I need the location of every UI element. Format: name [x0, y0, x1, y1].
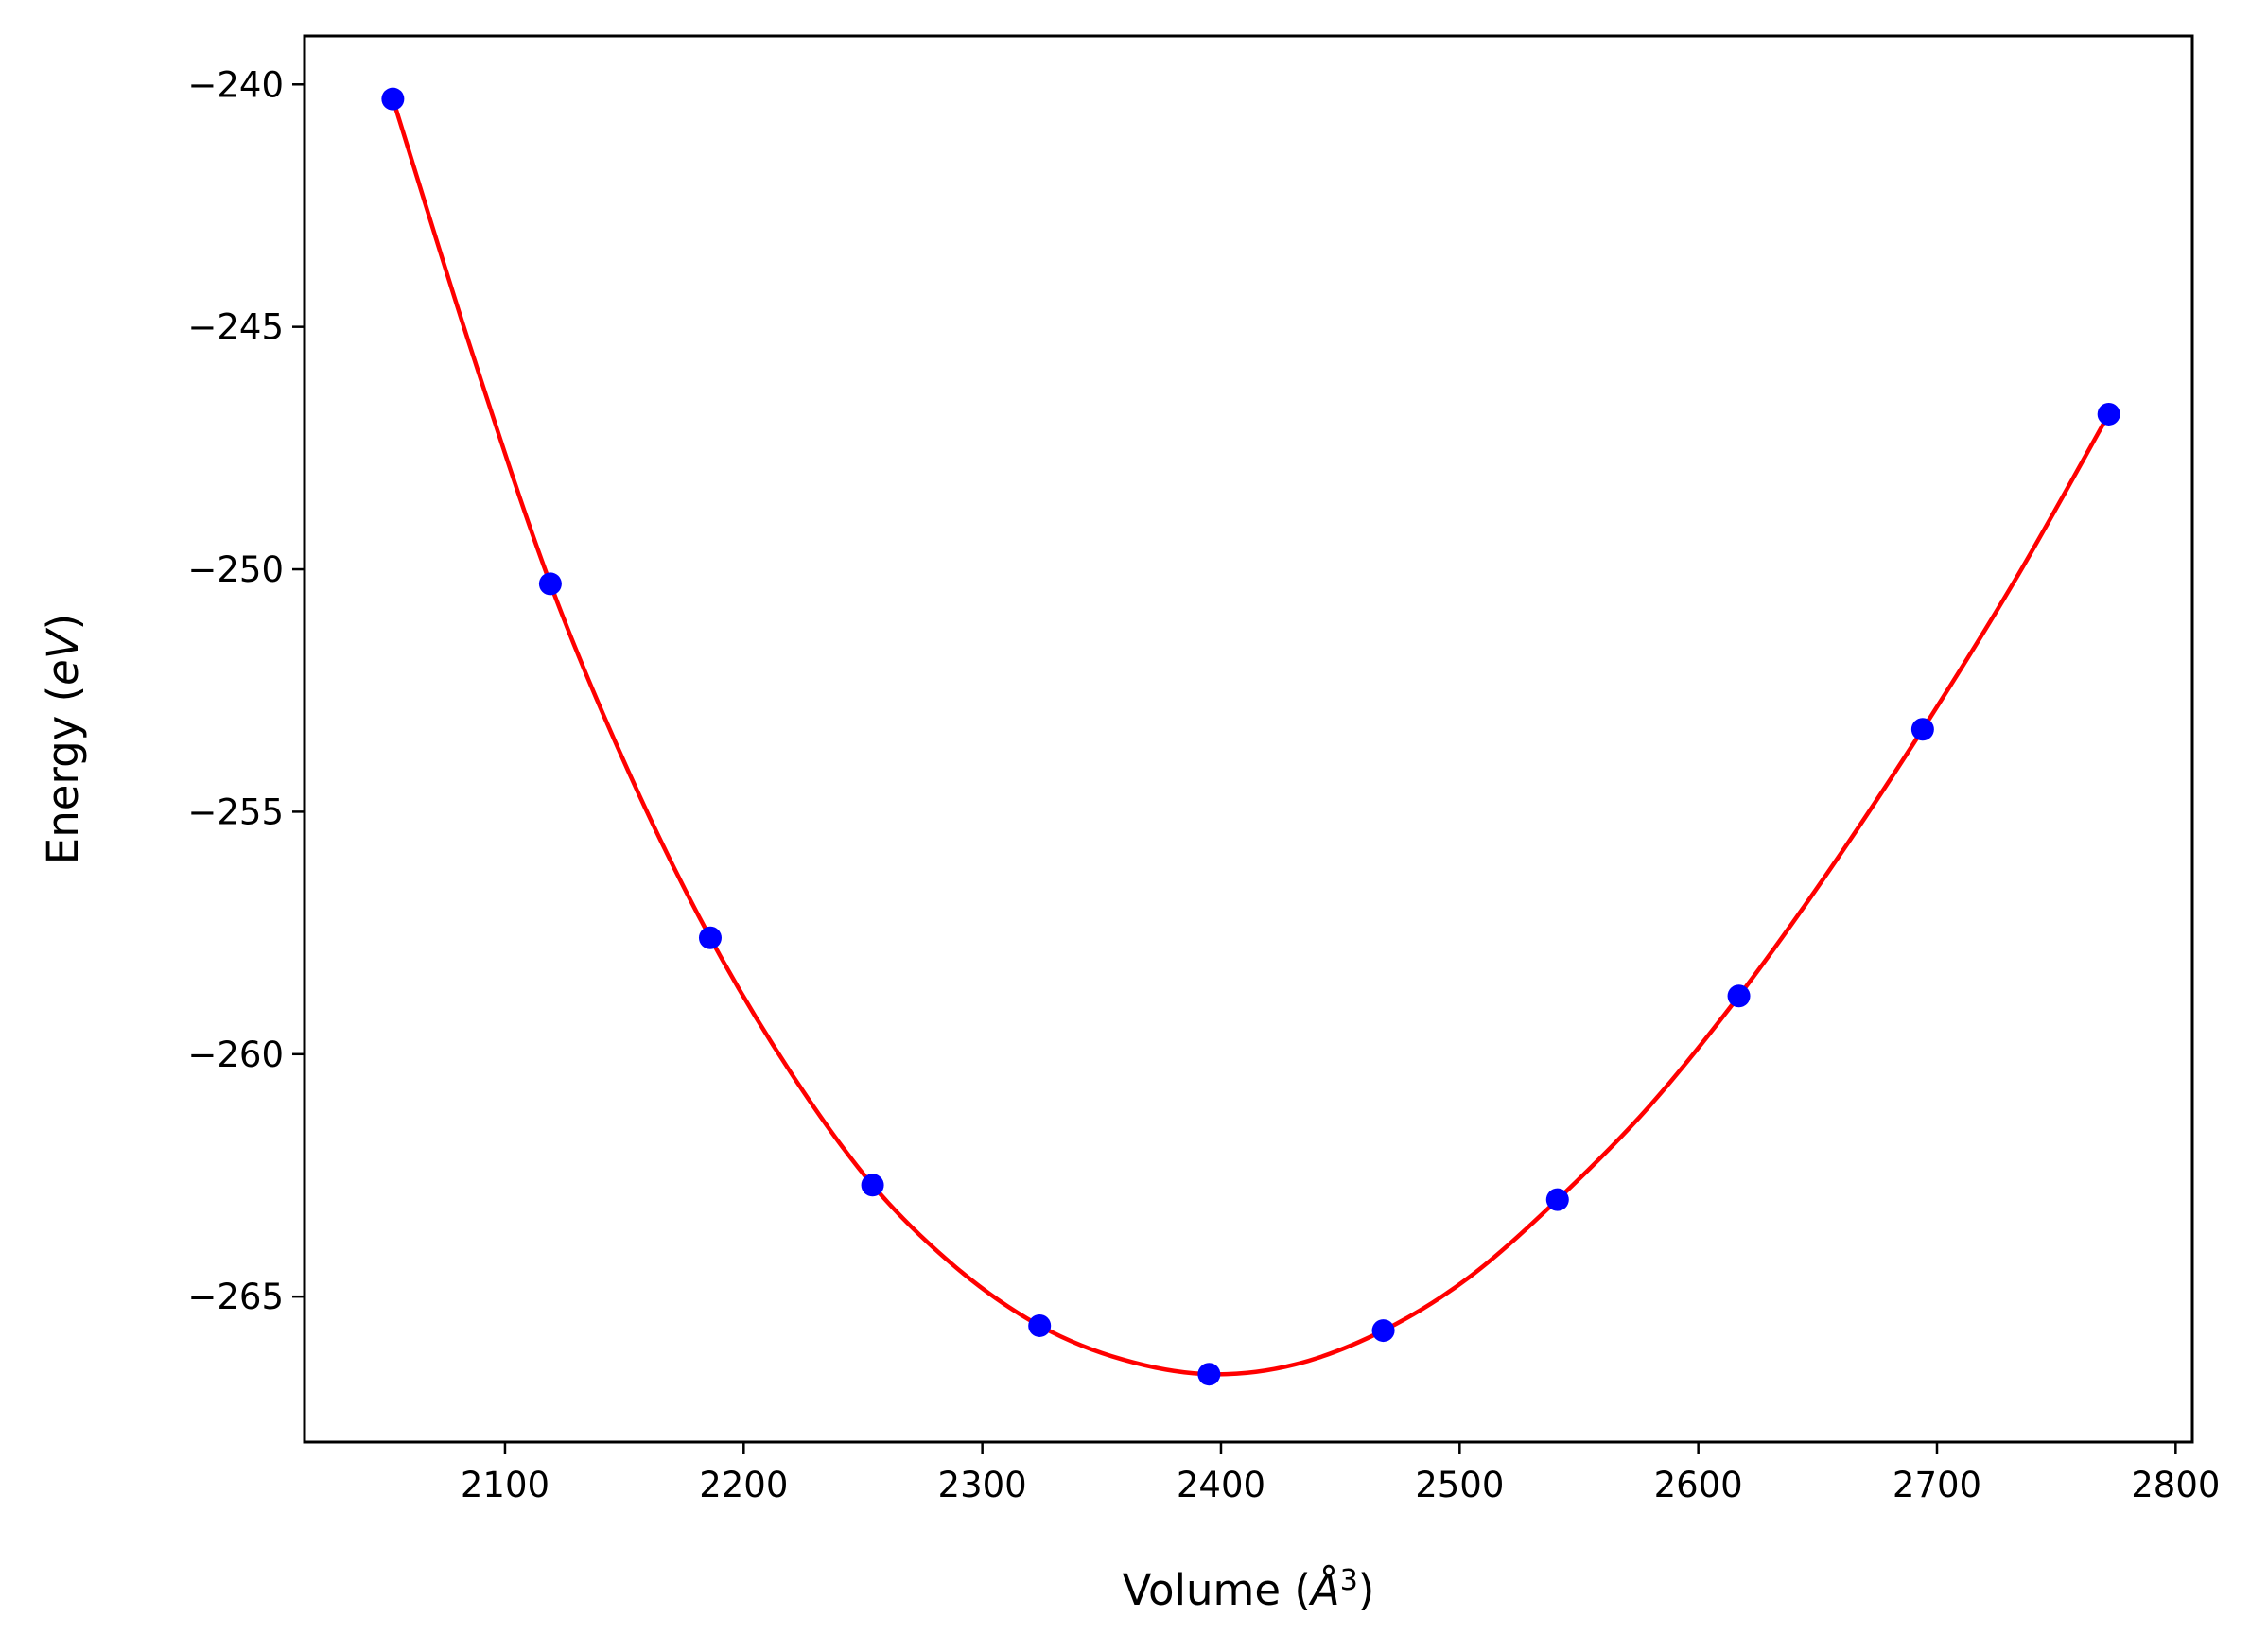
- y-axis-ticks: −240 −245 −250 −255 −260 −265: [187, 64, 305, 1317]
- x-tick-label: 2500: [1415, 1465, 1504, 1505]
- data-point: [861, 1174, 884, 1197]
- x-tick-label: 2100: [461, 1465, 550, 1505]
- y-tick-label: −250: [187, 549, 284, 590]
- plot-area: [381, 87, 2120, 1386]
- data-point: [1371, 1319, 1395, 1343]
- x-axis-ticks: 2100 2200 2300 2400 2500 2600 2700 2800: [461, 1442, 2220, 1505]
- x-tick-label: 2400: [1177, 1465, 1265, 1505]
- y-tick-label: −245: [187, 307, 284, 348]
- data-point: [1545, 1188, 1569, 1211]
- axes-frame: [303, 34, 2194, 1444]
- data-point: [538, 572, 562, 596]
- y-tick-label: −255: [187, 791, 284, 832]
- x-tick-label: 2700: [1893, 1465, 1981, 1505]
- x-axis-label: Volume (Å3): [1123, 1564, 1375, 1615]
- y-tick-label: −265: [187, 1277, 284, 1317]
- data-point: [1727, 984, 1751, 1008]
- x-tick-label: 2600: [1654, 1465, 1743, 1505]
- x-tick-label: 2800: [2131, 1465, 2220, 1505]
- x-tick-label: 2200: [699, 1465, 788, 1505]
- data-point: [1910, 718, 1934, 741]
- x-tick-label: 2300: [938, 1465, 1027, 1505]
- data-point: [698, 926, 722, 949]
- data-point: [1197, 1363, 1221, 1386]
- data-point: [381, 87, 405, 111]
- y-axis-label: Energy (eV): [38, 614, 88, 864]
- data-point: [1028, 1313, 1052, 1337]
- y-tick-label: −240: [187, 64, 284, 105]
- y-tick-label: −260: [187, 1035, 284, 1075]
- data-point: [2097, 402, 2120, 426]
- fit-curve-line: [391, 97, 2111, 1377]
